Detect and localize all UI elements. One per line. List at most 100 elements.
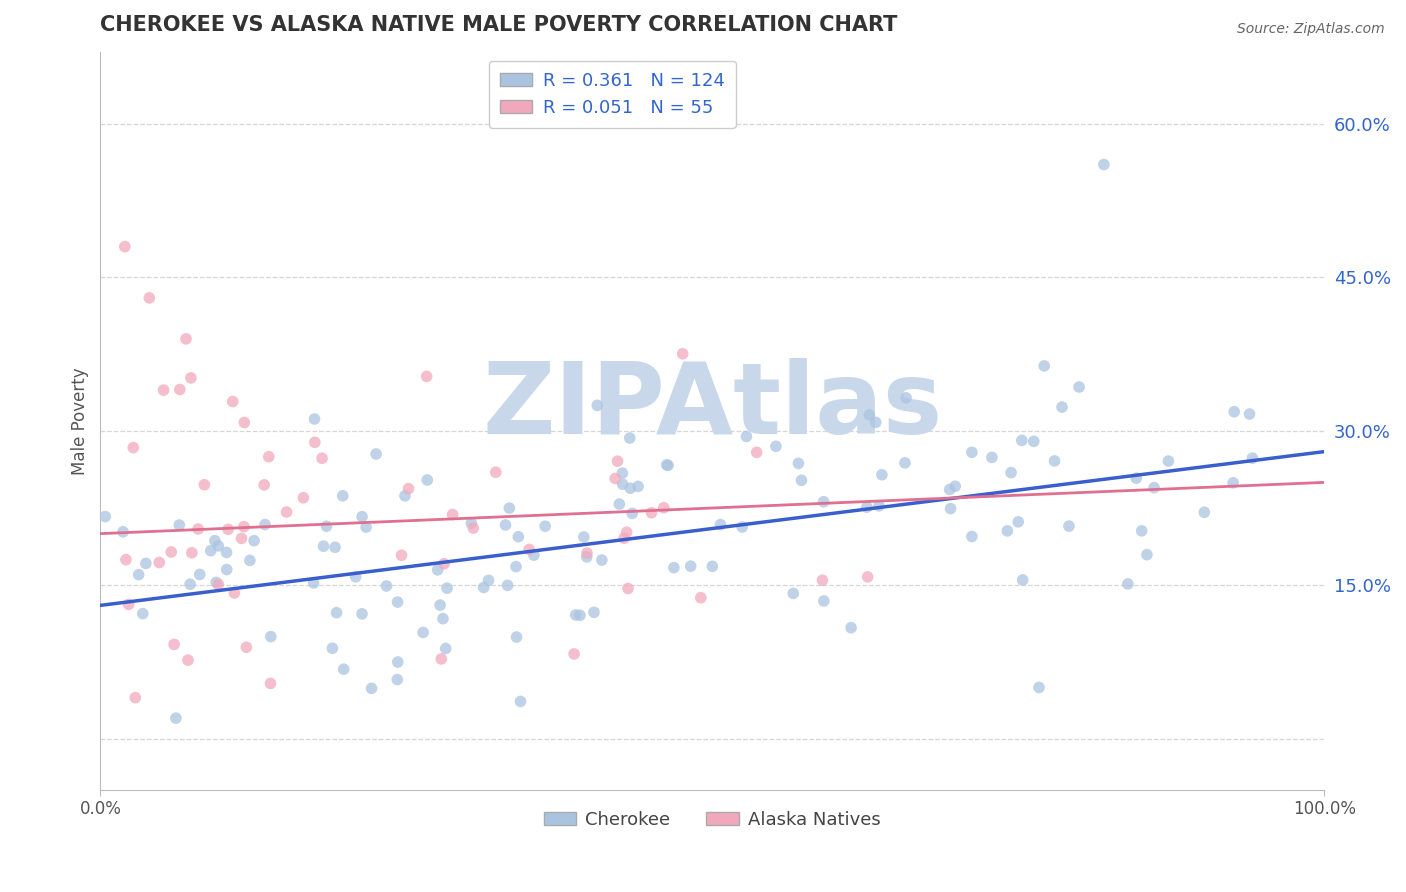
Point (429, 598, 451, 612)
Point (253, 517, 276, 532)
Point (562, 647, 585, 661)
Point (657, 458, 679, 473)
Point (360, 681, 382, 696)
Point (621, 507, 644, 521)
Point (332, 489, 354, 503)
Point (1241, 451, 1264, 466)
Point (332, 662, 354, 676)
Point (276, 505, 298, 519)
Point (112, 524, 135, 539)
Point (350, 607, 373, 621)
Point (689, 591, 711, 605)
Point (1125, 471, 1147, 485)
Point (1011, 573, 1033, 587)
Point (811, 573, 834, 587)
Point (477, 574, 499, 588)
Point (790, 473, 813, 487)
Point (1136, 548, 1159, 562)
Point (672, 347, 695, 361)
Point (472, 581, 495, 595)
Point (856, 570, 879, 584)
Point (412, 625, 434, 640)
Text: ZIPAtlas: ZIPAtlas (482, 358, 942, 455)
Point (1222, 475, 1244, 490)
Point (304, 435, 326, 450)
Point (612, 477, 634, 491)
Point (292, 491, 315, 505)
Point (207, 539, 229, 553)
Point (366, 447, 388, 461)
Point (1022, 434, 1045, 449)
Point (257, 450, 280, 464)
Point (505, 559, 527, 574)
Point (662, 560, 685, 574)
Point (856, 500, 879, 515)
Point (243, 533, 266, 548)
Point (434, 641, 457, 656)
Point (523, 548, 546, 562)
Point (939, 501, 962, 516)
Point (575, 546, 598, 560)
Point (782, 586, 804, 600)
Point (114, 239, 136, 253)
Point (354, 520, 377, 534)
Point (679, 559, 702, 574)
Point (495, 518, 517, 533)
Point (564, 607, 586, 622)
Point (606, 454, 628, 468)
Point (311, 451, 333, 466)
Point (463, 521, 485, 535)
Point (1043, 454, 1066, 468)
Point (325, 606, 347, 620)
Point (765, 439, 787, 453)
Text: Source: ZipAtlas.com: Source: ZipAtlas.com (1237, 22, 1385, 37)
Point (612, 466, 634, 480)
Point (215, 562, 238, 576)
Point (745, 445, 768, 459)
Point (122, 441, 145, 455)
Point (204, 533, 226, 548)
Point (344, 570, 367, 584)
Point (839, 621, 862, 635)
Point (187, 522, 209, 536)
Point (132, 607, 155, 621)
Point (239, 553, 262, 567)
Point (1033, 359, 1056, 373)
Point (387, 673, 409, 687)
Point (222, 394, 245, 409)
Point (605, 471, 627, 485)
Point (138, 291, 160, 305)
Point (586, 398, 609, 412)
Point (617, 582, 640, 596)
Point (1143, 481, 1166, 495)
Point (496, 578, 519, 592)
Point (813, 495, 835, 509)
Point (858, 408, 880, 422)
Point (205, 575, 228, 590)
Point (1050, 400, 1073, 414)
Point (233, 416, 256, 430)
Point (508, 530, 530, 544)
Point (509, 694, 531, 708)
Point (441, 508, 464, 522)
Point (115, 552, 138, 566)
Point (1239, 407, 1261, 421)
Point (352, 509, 374, 524)
Point (259, 676, 281, 690)
Point (436, 581, 458, 595)
Point (321, 641, 343, 656)
Point (1194, 505, 1216, 519)
Point (416, 473, 439, 487)
Point (231, 532, 253, 546)
Point (868, 499, 890, 513)
Point (591, 553, 613, 567)
Point (117, 598, 139, 612)
Point (1007, 515, 1029, 529)
Point (943, 479, 966, 493)
Point (582, 605, 605, 619)
Point (938, 483, 960, 497)
Point (1028, 681, 1050, 695)
Point (232, 519, 254, 533)
Point (163, 637, 186, 651)
Point (1157, 454, 1180, 468)
